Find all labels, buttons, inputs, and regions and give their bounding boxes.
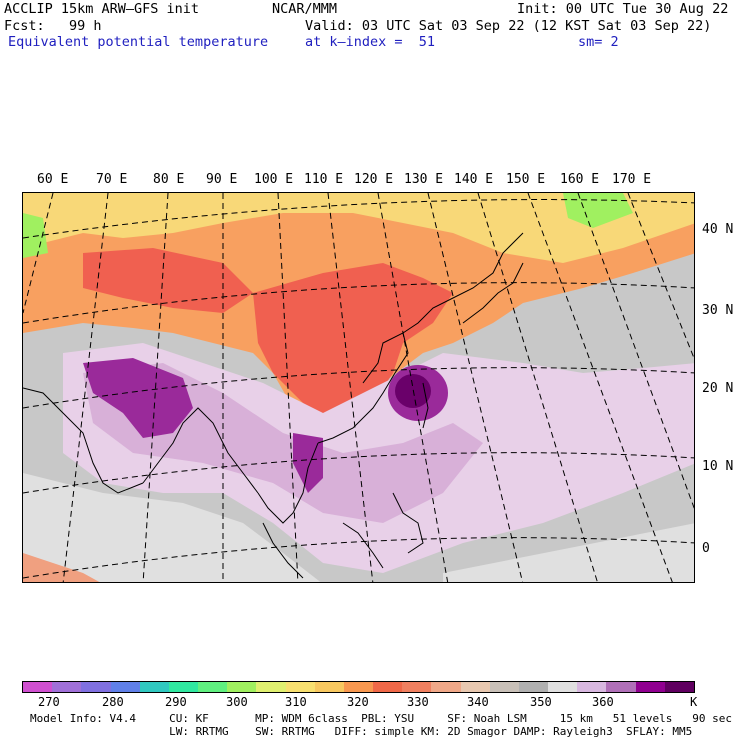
- colorbar-segment: [606, 682, 636, 692]
- lon-label: 100 E: [254, 172, 294, 187]
- colorbar-segment: [110, 682, 140, 692]
- gray-region: [23, 473, 321, 582]
- colorbar-segment: [664, 682, 694, 692]
- colorbar-label: 340: [467, 695, 489, 709]
- field-name: Equivalent potential temperature: [8, 34, 269, 50]
- init-time: Init: 00 UTC Tue 30 Aug 22: [517, 1, 729, 17]
- colorbar-label: 300: [226, 695, 248, 709]
- lat-label: 40 N: [702, 222, 734, 237]
- lon-label: 140 E: [454, 172, 494, 187]
- colorbar-segment: [314, 682, 344, 692]
- smoothing-label: sm= 2: [578, 34, 619, 50]
- model-info-line1: Model Info: V4.4 CU: KF MP: WDM 6class P…: [30, 712, 732, 725]
- lat-label: 20 N: [702, 381, 734, 396]
- colorbar-label: 330: [407, 695, 429, 709]
- yellow-region: [23, 193, 694, 263]
- lon-label: 80 E: [153, 172, 185, 187]
- colorbar-segment: [285, 682, 315, 692]
- red-region: [83, 248, 253, 313]
- colorbar-label: 290: [165, 695, 187, 709]
- colorbar-segment: [431, 682, 461, 692]
- lat-label: 0: [702, 541, 710, 556]
- colorbar-segment: [227, 682, 257, 692]
- colorbar-label: 310: [285, 695, 307, 709]
- map-panel: [22, 192, 695, 583]
- colorbar-segment: [343, 682, 374, 692]
- green-patch: [23, 213, 48, 258]
- lon-label: 120 E: [354, 172, 394, 187]
- lon-label: 60 E: [37, 172, 69, 187]
- lon-label: 160 E: [560, 172, 600, 187]
- purple-region: [83, 358, 193, 438]
- colorbar-label: 360: [592, 695, 614, 709]
- colorbar-segment: [81, 682, 111, 692]
- colorbar-segment: [402, 682, 432, 692]
- colorbar-segment: [460, 682, 490, 692]
- valid-time: Valid: 03 UTC Sat 03 Sep 22 (12 KST Sat …: [305, 18, 712, 34]
- equivalent-potential-temperature-map: [23, 193, 694, 582]
- colorbar-label: 350: [530, 695, 552, 709]
- model-info-line2: LW: RRTMG SW: RRTMG DIFF: simple KM: 2D …: [30, 725, 693, 738]
- graticule: [23, 193, 694, 582]
- colorbar-segment: [23, 682, 53, 692]
- colorbar-segment: [548, 682, 578, 692]
- gray-region: [443, 523, 694, 582]
- colorbar-label: 320: [347, 695, 369, 709]
- colorbar-label: 280: [102, 695, 124, 709]
- colorbar-unit: K: [690, 695, 698, 709]
- colorbar-segment: [256, 682, 286, 692]
- model-title: ACCLIP 15km ARW–GFS init: [4, 1, 200, 17]
- lat-label: 10 N: [702, 459, 734, 474]
- lon-label: 150 E: [506, 172, 546, 187]
- lon-label: 130 E: [404, 172, 444, 187]
- colorbar-segment: [635, 682, 665, 692]
- salmon-patch: [23, 553, 100, 582]
- colorbar-segment: [139, 682, 169, 692]
- lon-label: 110 E: [304, 172, 344, 187]
- center-label: NCAR/MMM: [272, 1, 338, 17]
- level-index: at k–index = 51: [305, 34, 436, 50]
- colorbar-segment: [518, 682, 549, 692]
- colorbar-segment: [577, 682, 607, 692]
- coastlines: [23, 232, 524, 579]
- colorbar: [22, 681, 695, 693]
- red-region: [253, 263, 453, 428]
- colorbar-segment: [198, 682, 228, 692]
- colorbar-segment: [52, 682, 82, 692]
- colorbar-segment: [373, 682, 403, 692]
- green-patch: [563, 193, 633, 228]
- forecast-hour: Fcst: 99 h: [4, 18, 102, 34]
- lon-label: 170 E: [612, 172, 652, 187]
- lon-label: 70 E: [96, 172, 128, 187]
- colorbar-segment: [168, 682, 199, 692]
- colorbar-label: 270: [38, 695, 60, 709]
- lon-label: 90 E: [206, 172, 238, 187]
- lat-label: 30 N: [702, 303, 734, 318]
- colorbar-segment: [489, 682, 519, 692]
